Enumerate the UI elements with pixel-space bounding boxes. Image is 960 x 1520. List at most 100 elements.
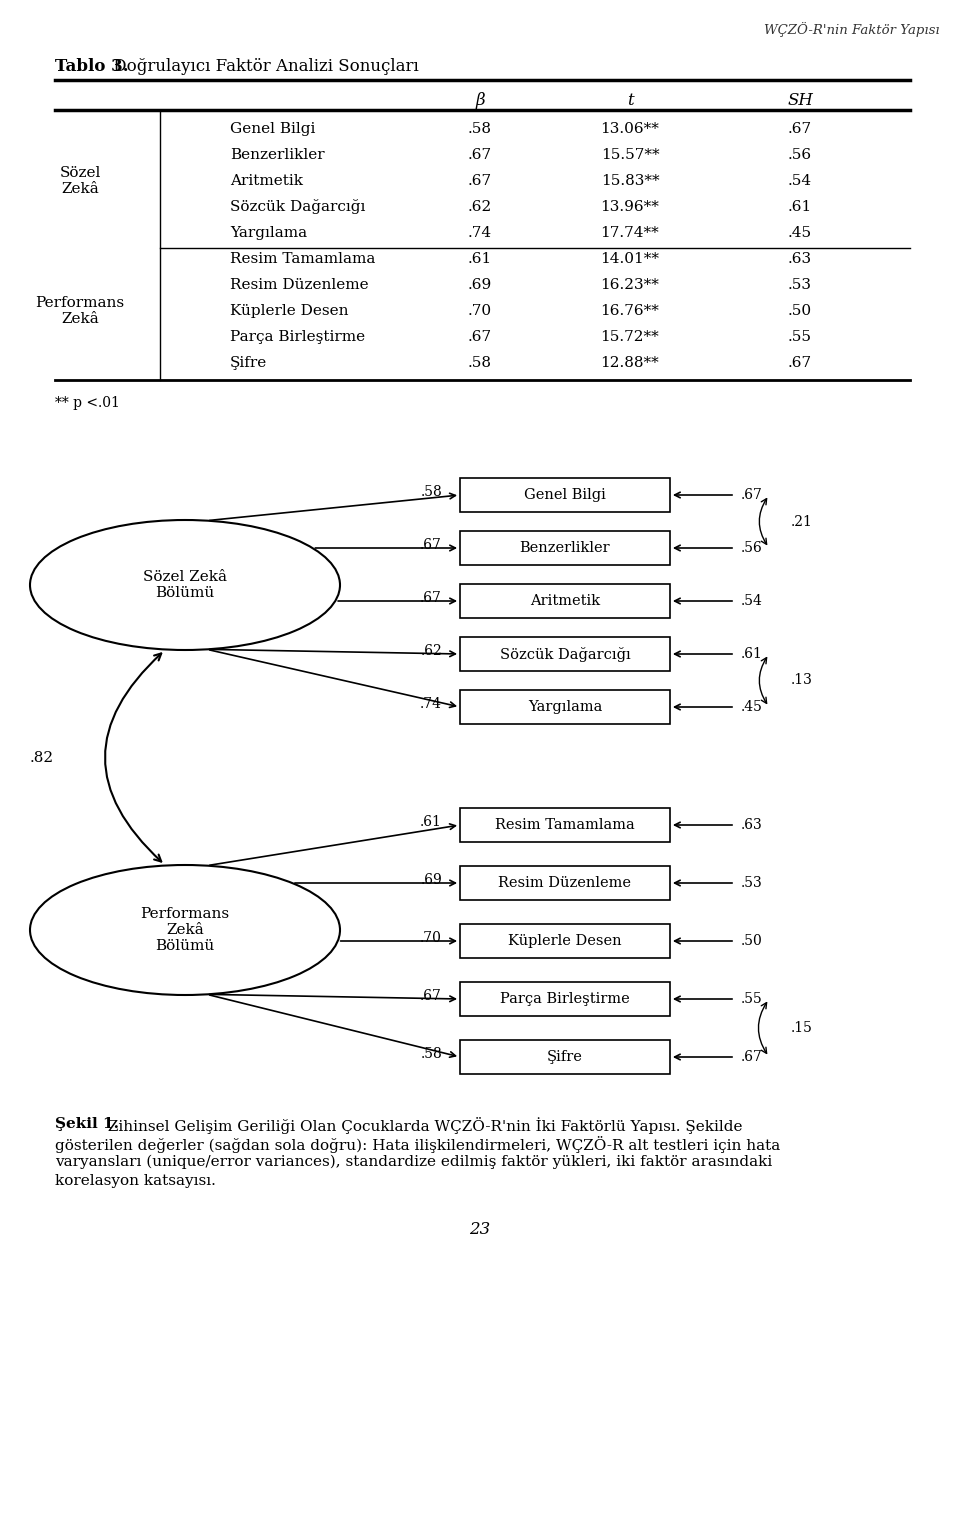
Text: .58: .58 <box>420 1047 442 1061</box>
Text: Şifre: Şifre <box>547 1050 583 1064</box>
Text: 14.01**: 14.01** <box>601 252 660 266</box>
Text: Doğrulayıcı Faktör Analizi Sonuçları: Doğrulayıcı Faktör Analizi Sonuçları <box>108 58 419 74</box>
Text: Zihinsel Gelişim Geriliği Olan Çocuklarda WÇZÖ-R'nin İki Faktörlü Yapısı. Şekild: Zihinsel Gelişim Geriliği Olan Çocuklard… <box>103 1117 742 1134</box>
Text: .67: .67 <box>420 990 442 1003</box>
Text: Şifre: Şifre <box>230 356 267 369</box>
Bar <box>460 1040 670 1075</box>
Text: Aritmetik: Aritmetik <box>530 594 600 608</box>
Text: .61: .61 <box>741 648 763 661</box>
Text: t: t <box>627 93 634 109</box>
Text: Sözel Zekâ
Bölümü: Sözel Zekâ Bölümü <box>143 570 227 600</box>
Text: 16.23**: 16.23** <box>601 278 660 292</box>
Text: Sözel
Zekâ: Sözel Zekâ <box>60 166 101 196</box>
Text: Resim Düzenleme: Resim Düzenleme <box>230 278 369 292</box>
Text: 17.74**: 17.74** <box>601 226 660 240</box>
Text: .69: .69 <box>468 278 492 292</box>
Text: .61: .61 <box>788 201 812 214</box>
Text: 23: 23 <box>469 1221 491 1237</box>
Text: Resim Düzenleme: Resim Düzenleme <box>498 876 632 891</box>
Bar <box>460 924 670 958</box>
Text: .21: .21 <box>791 514 813 529</box>
Text: .13: .13 <box>791 673 813 687</box>
Bar <box>460 637 670 670</box>
Text: Genel Bilgi: Genel Bilgi <box>524 488 606 502</box>
Text: SH: SH <box>787 93 813 109</box>
Text: Sözcük Dağarcığı: Sözcük Dağarcığı <box>499 646 631 661</box>
Bar <box>460 530 670 565</box>
Text: varyansları (unique/error variances), standardize edilmiş faktör yükleri, iki fa: varyansları (unique/error variances), st… <box>55 1155 772 1169</box>
Text: .67: .67 <box>468 147 492 163</box>
Text: .50: .50 <box>741 933 763 948</box>
Text: .67: .67 <box>788 356 812 369</box>
Bar <box>460 477 670 512</box>
Text: .67: .67 <box>788 122 812 135</box>
Text: .61: .61 <box>420 815 442 828</box>
Text: .53: .53 <box>788 278 812 292</box>
Text: Performans
Zekâ
Bölümü: Performans Zekâ Bölümü <box>140 907 229 953</box>
Text: ** p <.01: ** p <.01 <box>55 397 120 410</box>
Text: .67: .67 <box>741 488 763 502</box>
Text: korelasyon katsayısı.: korelasyon katsayısı. <box>55 1173 216 1189</box>
Text: .56: .56 <box>741 541 763 555</box>
Bar <box>460 866 670 900</box>
Text: Yargılama: Yargılama <box>528 701 602 714</box>
Text: .62: .62 <box>420 644 442 658</box>
Text: 15.57**: 15.57** <box>601 147 660 163</box>
Text: Yargılama: Yargılama <box>230 226 307 240</box>
Text: Parça Birleştirme: Parça Birleştirme <box>500 993 630 1006</box>
Text: .67: .67 <box>420 538 442 552</box>
Text: Aritmetik: Aritmetik <box>230 173 303 188</box>
Text: .69: .69 <box>420 872 442 888</box>
Text: .58: .58 <box>420 485 442 499</box>
Text: β: β <box>475 93 485 109</box>
Text: .50: .50 <box>788 304 812 318</box>
Text: Benzerlikler: Benzerlikler <box>230 147 324 163</box>
Text: 15.83**: 15.83** <box>601 173 660 188</box>
Text: .15: .15 <box>791 1021 813 1035</box>
Text: Küplerle Desen: Küplerle Desen <box>508 933 622 948</box>
Text: Şekil 1.: Şekil 1. <box>55 1117 119 1131</box>
Text: gösterilen değerler (sağdan sola doğru): Hata ilişkilendirmeleri, WÇZÖ-R alt tes: gösterilen değerler (sağdan sola doğru):… <box>55 1135 780 1154</box>
Text: Resim Tamamlama: Resim Tamamlama <box>495 818 635 831</box>
Text: .54: .54 <box>788 173 812 188</box>
Bar <box>460 690 670 724</box>
Text: 15.72**: 15.72** <box>601 330 660 344</box>
Text: .70: .70 <box>420 930 442 945</box>
Text: Sözcük Dağarcığı: Sözcük Dağarcığı <box>230 199 366 214</box>
Text: .74: .74 <box>420 698 442 711</box>
Text: .74: .74 <box>468 226 492 240</box>
Text: WÇZÖ-R'nin Faktör Yapısı: WÇZÖ-R'nin Faktör Yapısı <box>764 21 940 36</box>
Text: Parça Birleştirme: Parça Birleştirme <box>230 330 365 344</box>
Text: .67: .67 <box>468 173 492 188</box>
Text: .67: .67 <box>468 330 492 344</box>
Text: Benzerlikler: Benzerlikler <box>519 541 611 555</box>
Text: 13.06**: 13.06** <box>601 122 660 135</box>
Text: .63: .63 <box>741 818 763 831</box>
Text: Tablo 3.: Tablo 3. <box>55 58 129 74</box>
Text: .45: .45 <box>741 701 763 714</box>
Text: .63: .63 <box>788 252 812 266</box>
Text: Performans
Zekâ: Performans Zekâ <box>36 296 125 327</box>
Text: .67: .67 <box>420 591 442 605</box>
Text: .55: .55 <box>788 330 812 344</box>
Text: .58: .58 <box>468 122 492 135</box>
Text: .62: .62 <box>468 201 492 214</box>
Text: .56: .56 <box>788 147 812 163</box>
Text: .53: .53 <box>741 876 763 891</box>
Text: 13.96**: 13.96** <box>601 201 660 214</box>
Text: .67: .67 <box>741 1050 763 1064</box>
Bar <box>460 982 670 1015</box>
Text: .61: .61 <box>468 252 492 266</box>
Text: .55: .55 <box>741 993 763 1006</box>
Text: .54: .54 <box>741 594 763 608</box>
Text: .70: .70 <box>468 304 492 318</box>
Text: 12.88**: 12.88** <box>601 356 660 369</box>
Bar <box>460 809 670 842</box>
Bar <box>460 584 670 619</box>
Text: Küplerle Desen: Küplerle Desen <box>230 304 348 318</box>
Text: .45: .45 <box>788 226 812 240</box>
Text: 16.76**: 16.76** <box>601 304 660 318</box>
Text: Genel Bilgi: Genel Bilgi <box>230 122 316 135</box>
Text: .58: .58 <box>468 356 492 369</box>
Text: .82: .82 <box>30 751 54 765</box>
